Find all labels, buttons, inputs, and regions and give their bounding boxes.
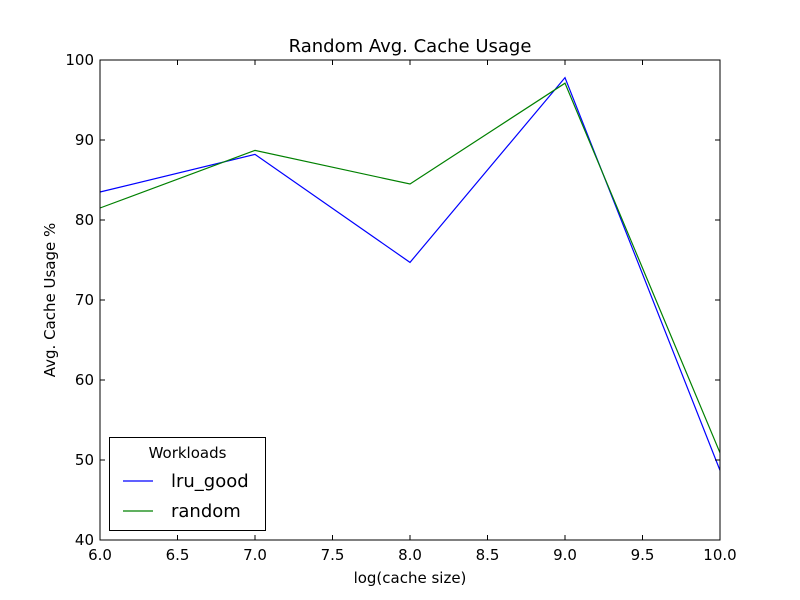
legend: Workloads lru_good random	[109, 437, 266, 531]
x-tick-label: 9.0	[553, 546, 577, 564]
y-tick-label: 100	[65, 51, 94, 69]
x-tick-label: 7.0	[243, 546, 267, 564]
y-tick-label: 60	[75, 371, 94, 389]
x-tick-label: 10.0	[703, 546, 736, 564]
chart-title: Random Avg. Cache Usage	[289, 36, 532, 57]
x-tick-label: 7.5	[321, 546, 345, 564]
series-line-random	[99, 82, 721, 454]
x-tick-label: 9.5	[631, 546, 655, 564]
y-tick-label: 70	[75, 291, 94, 309]
x-tick-label: 8.0	[398, 546, 422, 564]
x-tick-label: 8.5	[476, 546, 500, 564]
legend-box	[109, 437, 266, 531]
x-tick-label: 6.5	[166, 546, 190, 564]
legend-title: Workloads	[149, 444, 227, 462]
axis-ticks: 6.0 6.5 7.0 7.5 8.0 8.5 9.0 9.5 10.0 40 50 60 70 80 90…	[65, 51, 736, 564]
y-tick-label: 90	[75, 131, 94, 149]
y-tick-label: 80	[75, 211, 94, 229]
plot-marks	[99, 76, 721, 471]
legend-label-lru-good: lru_good	[171, 471, 249, 492]
legend-label-random: random	[171, 501, 241, 522]
series-line-lru-good	[99, 76, 721, 471]
y-tick-label: 50	[75, 451, 94, 469]
x-tick-label: 6.0	[88, 546, 112, 564]
y-axis-label: Avg. Cache Usage %	[41, 223, 59, 378]
y-tick-label: 40	[75, 531, 94, 549]
x-axis-label: log(cache size)	[354, 569, 467, 587]
